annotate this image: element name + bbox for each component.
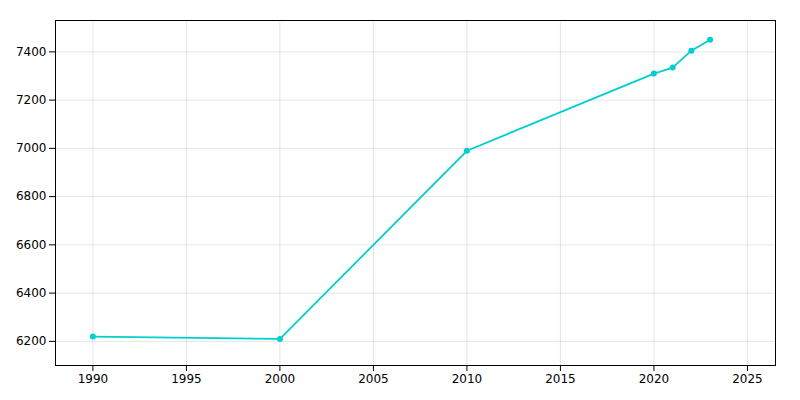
svg-text:2025: 2025 <box>732 372 763 386</box>
svg-text:6400: 6400 <box>16 286 47 300</box>
svg-text:2015: 2015 <box>545 372 576 386</box>
svg-text:2000: 2000 <box>265 372 296 386</box>
svg-text:7200: 7200 <box>16 93 47 107</box>
svg-text:6600: 6600 <box>16 238 47 252</box>
svg-text:7000: 7000 <box>16 141 47 155</box>
svg-text:2010: 2010 <box>452 372 483 386</box>
svg-text:2005: 2005 <box>358 372 389 386</box>
svg-text:6200: 6200 <box>16 334 47 348</box>
svg-text:2020: 2020 <box>639 372 670 386</box>
svg-text:1995: 1995 <box>171 372 202 386</box>
svg-text:1990: 1990 <box>78 372 109 386</box>
svg-text:6800: 6800 <box>16 189 47 203</box>
svg-text:7400: 7400 <box>16 45 47 59</box>
